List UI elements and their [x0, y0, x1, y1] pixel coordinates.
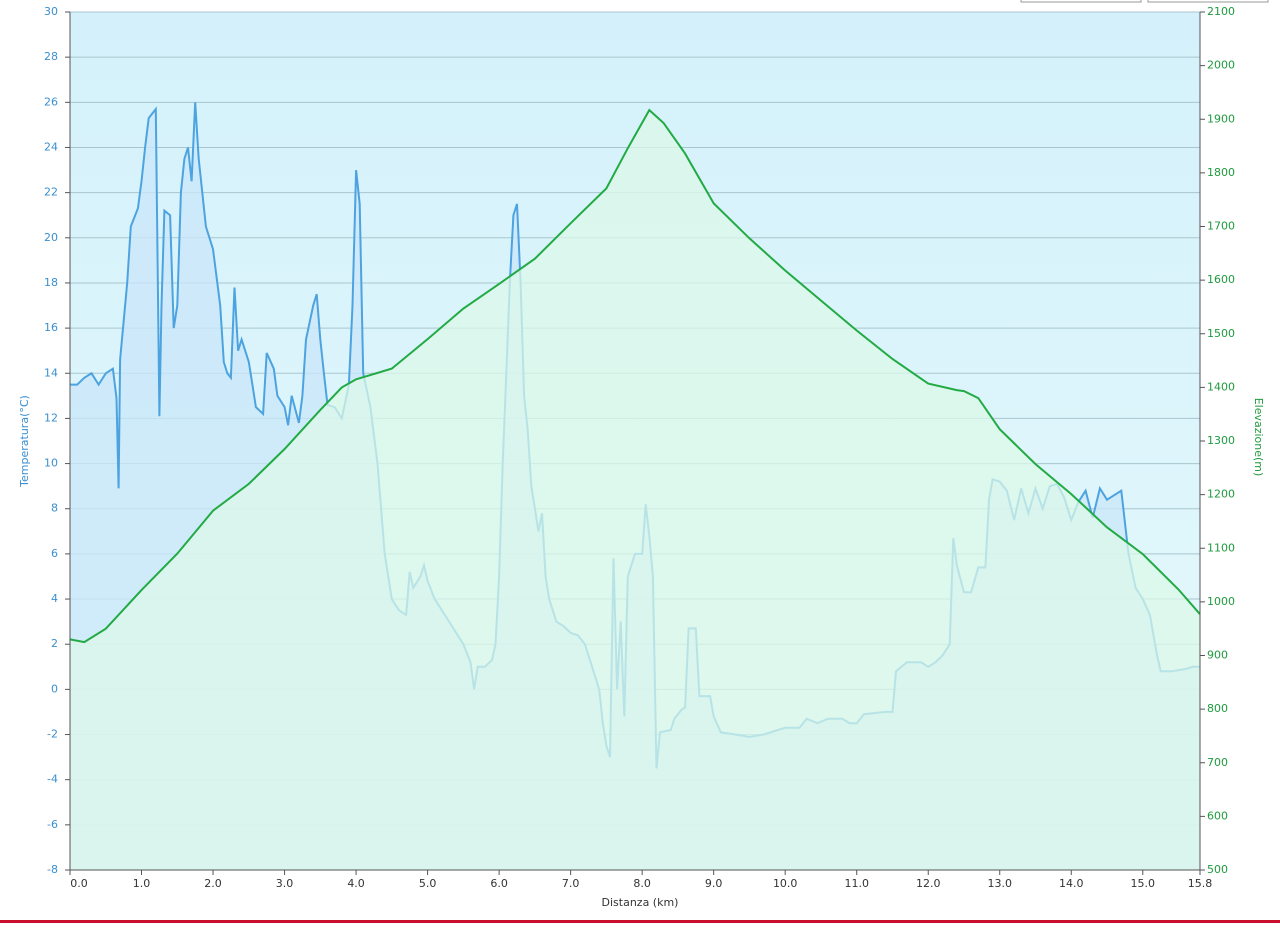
- y-tick-label: 10: [44, 457, 58, 470]
- y2-tick-label: 2100: [1207, 5, 1235, 18]
- y-tick-label: -4: [47, 773, 58, 786]
- y-axis-label: Temperatura(°C): [18, 395, 31, 488]
- y2-tick-label: 700: [1207, 756, 1228, 769]
- x-tick-label: 3.0: [276, 877, 294, 890]
- y-tick-label: 0: [51, 682, 58, 695]
- line: [69, 108, 1201, 644]
- y-tick-label: -2: [47, 728, 58, 741]
- x-tick-label: 7.0: [562, 877, 580, 890]
- y2-tick-label: 1300: [1207, 434, 1235, 447]
- y2-tick-label: 1400: [1207, 380, 1235, 393]
- x-tick-label: 8.0: [633, 877, 651, 890]
- y2-tick-label: 1900: [1207, 112, 1235, 125]
- x-tick-label: 6.0: [490, 877, 508, 890]
- x-axis-label: Distanza (km): [602, 896, 679, 909]
- x-tick-label: 4.0: [347, 877, 365, 890]
- x-tick-label: 15.0: [1131, 877, 1156, 890]
- area: [70, 110, 1200, 871]
- y-tick-label: 24: [44, 140, 58, 153]
- y2-tick-label: 800: [1207, 702, 1228, 715]
- x-tick-label: 5.0: [419, 877, 437, 890]
- y2-tick-label: 1600: [1207, 273, 1235, 286]
- x-tick-label: 12.0: [916, 877, 941, 890]
- y2-tick-label: 500: [1207, 863, 1228, 876]
- x-tick-label: 10.0: [773, 877, 798, 890]
- x-tick-label: 11.0: [844, 877, 869, 890]
- x-tick-label: 13.0: [987, 877, 1012, 890]
- y2-tick-label: 1800: [1207, 166, 1235, 179]
- x-tick-label: 9.0: [705, 877, 723, 890]
- y2-tick-label: 1200: [1207, 488, 1235, 501]
- x-tick-label: 0.0: [70, 877, 88, 890]
- y-tick-label: 18: [44, 276, 58, 289]
- y-tick-label: 16: [44, 321, 58, 334]
- y-tick-label: -6: [47, 818, 58, 831]
- y2-tick-label: 900: [1207, 649, 1228, 662]
- button[interactable]: [1147, 0, 1269, 3]
- x-tick-label: 1.0: [133, 877, 151, 890]
- button[interactable]: [1020, 0, 1142, 3]
- x-tick-label: 15.8: [1188, 877, 1213, 890]
- y-tick-label: 4: [51, 592, 58, 605]
- y-tick-label: 6: [51, 547, 58, 560]
- y2-axis-label: Elevazione(m): [1252, 398, 1265, 477]
- x-tick-label: 2.0: [204, 877, 222, 890]
- y-tick-label: 2: [51, 637, 58, 650]
- y-tick-label: 20: [44, 231, 58, 244]
- y2-tick-label: 1000: [1207, 595, 1235, 608]
- y-tick-label: 8: [51, 502, 58, 515]
- y-tick-label: 28: [44, 50, 58, 63]
- bottom-border: [0, 920, 1280, 923]
- y2-tick-label: 1500: [1207, 327, 1235, 340]
- y-tick-label: 12: [44, 411, 58, 424]
- y-tick-label: 22: [44, 186, 58, 199]
- y-tick-label: 14: [44, 366, 58, 379]
- y2-tick-label: 1100: [1207, 541, 1235, 554]
- y2-tick-label: 1700: [1207, 220, 1235, 233]
- y2-tick-label: 2000: [1207, 59, 1235, 72]
- y-tick-label: -8: [47, 863, 58, 876]
- y-tick-label: 30: [44, 5, 58, 18]
- x-tick-label: 14.0: [1059, 877, 1084, 890]
- y2-tick-label: 600: [1207, 809, 1228, 822]
- y-tick-label: 26: [44, 95, 58, 108]
